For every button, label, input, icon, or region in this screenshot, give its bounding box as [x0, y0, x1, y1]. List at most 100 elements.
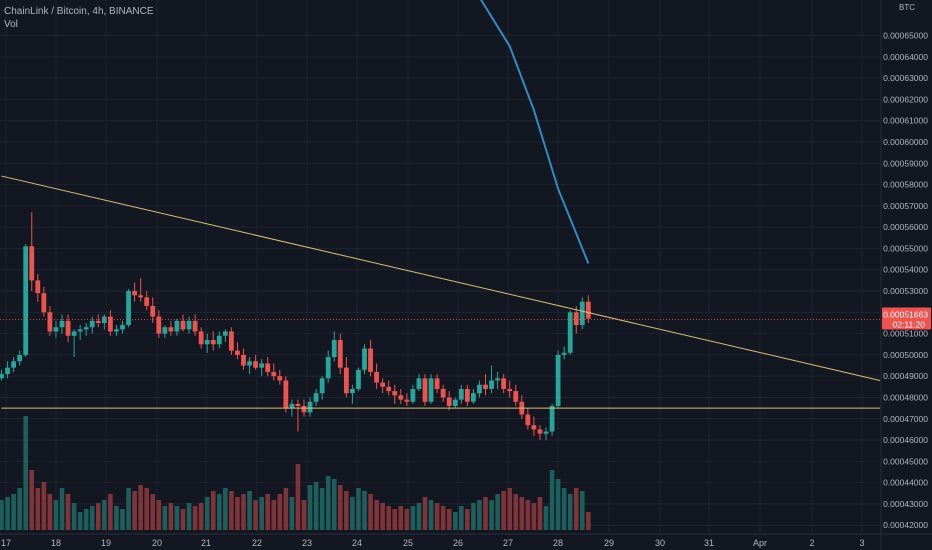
time-tick-label: 22	[252, 538, 262, 548]
candle-body	[265, 363, 271, 372]
time-axis[interactable]: 17 18 19 20 21 22 23 24 25 26 27 28 29 30 31 Apr 2 3	[0, 533, 932, 548]
candle-body	[198, 331, 204, 345]
candle-body	[434, 378, 440, 389]
candle-body	[483, 384, 488, 389]
candle-body	[319, 378, 325, 394]
price-tick-label: 0.00056000	[883, 222, 928, 232]
descending-trendline[interactable]	[1, 175, 881, 381]
volume-bar	[446, 509, 452, 530]
volume-bar	[452, 512, 458, 530]
volume-bar	[471, 503, 476, 530]
volume-label[interactable]: Vol	[4, 19, 18, 30]
time-tick-label: 3	[859, 538, 864, 548]
candle-body	[204, 340, 210, 345]
time-tick-label: 30	[655, 538, 665, 548]
volume-bar	[404, 509, 410, 530]
candle-body	[235, 350, 240, 355]
volume-bar	[174, 506, 180, 530]
currency-unit-label: BTC	[899, 3, 915, 12]
volume-bar	[338, 485, 343, 530]
candle-body	[307, 401, 313, 413]
volume-bar	[422, 497, 428, 530]
candle-body	[241, 354, 246, 366]
volume-bar	[126, 488, 131, 530]
volume-bar	[132, 491, 137, 530]
price-tick-label: 0.00048000	[883, 392, 928, 402]
time-tick-label: 20	[152, 538, 162, 548]
time-tick-label: Apr	[753, 538, 767, 548]
time-tick-label: 27	[503, 538, 513, 548]
candle-body	[101, 316, 107, 323]
candle-body	[579, 301, 585, 326]
chart-drawings[interactable]	[0, 0, 881, 409]
volume-bar	[295, 464, 301, 530]
volume-bar	[301, 500, 307, 530]
volume-bar	[144, 488, 149, 530]
candle-body	[561, 352, 567, 355]
candle-body	[156, 316, 162, 334]
time-tick-label: 23	[302, 538, 312, 548]
candlestick-series	[0, 212, 591, 441]
candle-body	[132, 291, 137, 296]
volume-bar	[531, 503, 537, 530]
volume-bar	[398, 506, 404, 530]
candle-body	[458, 388, 464, 400]
current-price-label: 0.00051663	[883, 309, 928, 319]
candle-body	[440, 388, 446, 398]
price-tick-label: 0.00062000	[883, 94, 928, 104]
candle-body	[5, 367, 10, 375]
candle-body	[247, 361, 252, 366]
candle-body	[489, 380, 494, 389]
candle-body	[35, 280, 41, 294]
candle-body	[277, 376, 283, 381]
price-tick-label: 0.00060000	[883, 137, 928, 147]
current-price-badge[interactable]	[882, 307, 931, 330]
time-tick-label: 24	[352, 538, 362, 548]
candle-body	[362, 348, 367, 370]
volume-bar	[83, 509, 89, 530]
price-tick-label: 0.00046000	[883, 435, 928, 445]
candle-body	[452, 399, 458, 406]
bar-countdown-label: 02:11:20	[893, 319, 926, 329]
volume-bar	[368, 494, 373, 530]
volume-bar	[331, 479, 337, 530]
volume-bar	[549, 470, 555, 530]
price-axis[interactable]: 0.00065000 0.00064000 0.00063000 0.00062000…	[880, 0, 931, 550]
candle-body	[192, 320, 198, 332]
candle-body	[380, 382, 386, 387]
volume-bar	[5, 497, 10, 530]
candle-body	[495, 378, 500, 381]
chart-grid	[0, 0, 880, 532]
volume-bar	[114, 506, 119, 530]
volume-bar	[344, 491, 349, 530]
moving-average-line[interactable]	[479, 0, 590, 264]
volume-bar	[356, 488, 361, 530]
candle-body	[374, 371, 379, 383]
candle-body	[108, 316, 113, 332]
volume-bar	[35, 488, 41, 530]
candle-body	[210, 340, 216, 345]
volume-bar	[102, 500, 107, 530]
candle-body	[416, 378, 422, 389]
volume-bar	[561, 488, 567, 530]
volume-bar	[410, 506, 416, 530]
symbol-title[interactable]: ChainLink / Bitcoin, 4h, BINANCE	[4, 6, 154, 17]
volume-bar	[567, 494, 573, 530]
volume-bar	[11, 494, 16, 530]
candle-body	[543, 431, 549, 434]
candle-body	[446, 397, 452, 406]
volume-bar	[162, 506, 168, 530]
candle-body	[531, 425, 537, 430]
price-tick-label: 0.00059000	[883, 158, 928, 168]
candle-body	[507, 388, 513, 392]
volume-bar	[537, 497, 543, 530]
candle-body	[398, 395, 404, 400]
volume-bar	[350, 497, 355, 530]
candle-body	[289, 403, 295, 409]
candle-body	[325, 357, 331, 379]
volume-bar	[29, 470, 35, 530]
candle-body	[168, 327, 174, 332]
price-tick-label: 0.00053000	[883, 286, 928, 296]
